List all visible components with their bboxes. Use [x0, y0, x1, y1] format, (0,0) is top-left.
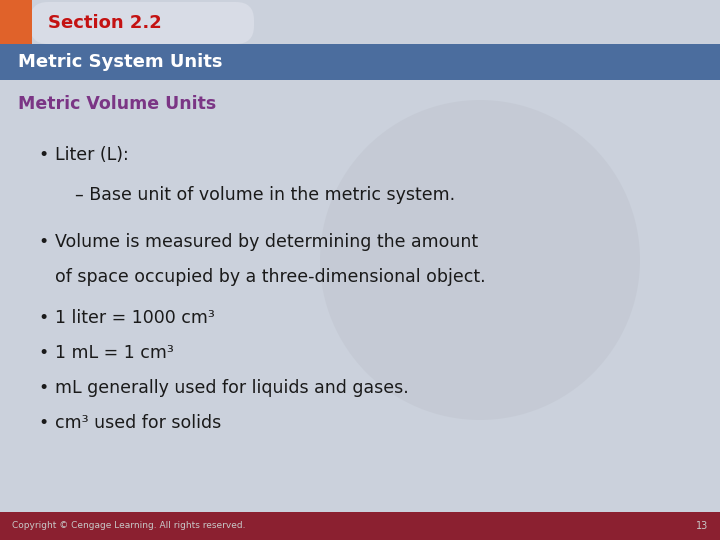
Text: Metric Volume Units: Metric Volume Units	[18, 95, 216, 113]
Text: •: •	[38, 414, 48, 432]
FancyBboxPatch shape	[30, 2, 254, 44]
Text: mL generally used for liquids and gases.: mL generally used for liquids and gases.	[55, 379, 409, 397]
Text: – Base unit of volume in the metric system.: – Base unit of volume in the metric syst…	[75, 186, 455, 204]
Bar	[0, 512, 720, 540]
Text: cm³ used for solids: cm³ used for solids	[55, 414, 221, 432]
Text: •: •	[38, 146, 48, 164]
Text: •: •	[38, 233, 48, 251]
Text: Liter (L):: Liter (L):	[55, 146, 129, 164]
Text: Metric System Units: Metric System Units	[18, 53, 222, 71]
Text: Volume is measured by determining the amount: Volume is measured by determining the am…	[55, 233, 478, 251]
Text: of space occupied by a three-dimensional object.: of space occupied by a three-dimensional…	[55, 268, 485, 286]
Text: •: •	[38, 344, 48, 362]
Text: 1 liter = 1000 cm³: 1 liter = 1000 cm³	[55, 309, 215, 327]
Bar	[0, 44, 720, 80]
Bar	[0, 0, 32, 44]
Text: 13: 13	[696, 521, 708, 531]
Text: 1 mL = 1 cm³: 1 mL = 1 cm³	[55, 344, 174, 362]
Ellipse shape	[320, 100, 640, 420]
Text: Section 2.2: Section 2.2	[48, 14, 162, 32]
Text: •: •	[38, 309, 48, 327]
Text: Copyright © Cengage Learning. All rights reserved.: Copyright © Cengage Learning. All rights…	[12, 522, 246, 530]
Text: •: •	[38, 379, 48, 397]
